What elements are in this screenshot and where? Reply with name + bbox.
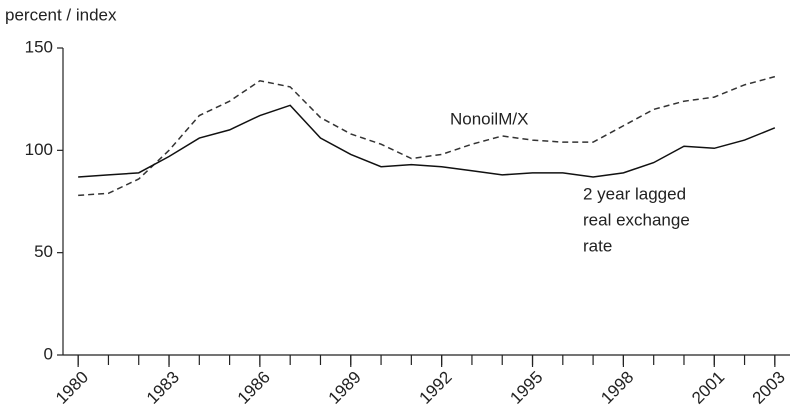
x-tick-label: 1980 [52,368,92,408]
annotation: real exchange [583,210,690,229]
annotation: 2 year lagged [583,184,686,203]
x-tick-label: 1989 [325,368,365,408]
y-tick-label: 100 [25,140,53,159]
y-axis-label: percent / index [5,5,117,24]
x-tick-label: 2001 [688,368,728,408]
y-tick-label: 150 [25,37,53,56]
annotation: NonoilM/X [450,109,528,128]
x-tick-label: 1983 [143,368,183,408]
annotation: rate [583,236,612,255]
x-tick-label: 1995 [506,368,546,408]
x-tick-label: 1998 [597,368,637,408]
y-tick-label: 50 [34,242,53,261]
x-tick-label: 1992 [415,368,455,408]
x-tick-label: 1986 [234,368,274,408]
series-line [78,75,776,197]
y-tick-label: 0 [44,344,53,363]
series-line [78,104,776,178]
x-tick-label: 2003 [749,368,789,408]
